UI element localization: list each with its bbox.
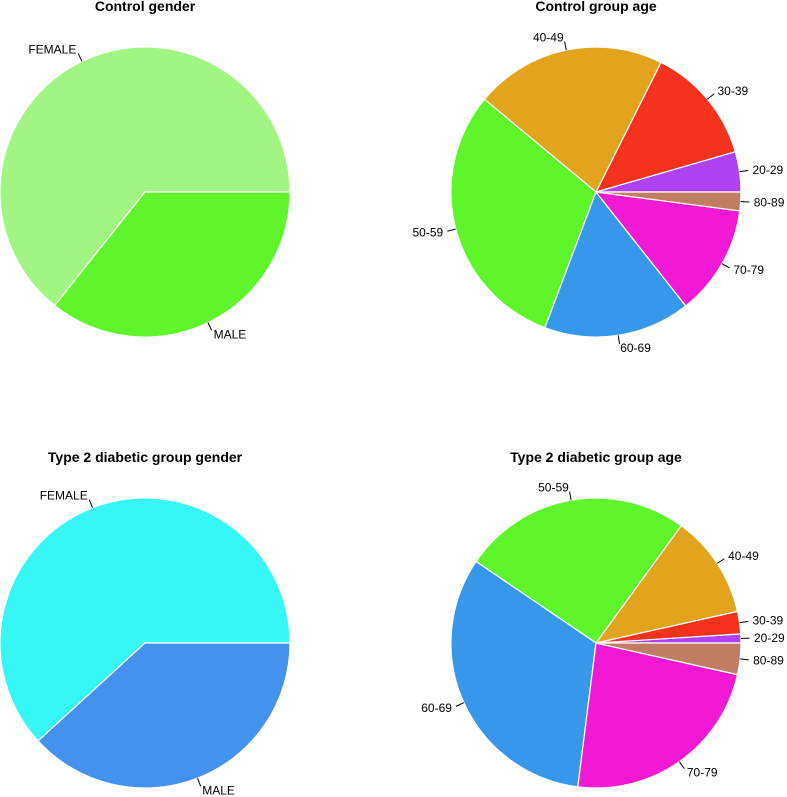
pie-slice-50-59: [450, 98, 597, 329]
panel-diabetic-gender: Type 2 diabetic group gender FEMALE MALE: [0, 449, 291, 797]
pie-slice-female: [0, 497, 291, 742]
chart-title-diabetic-gender: Type 2 diabetic group gender: [48, 449, 243, 465]
slice-label-50-59: 50-59: [412, 225, 443, 239]
label-tick-30-39: [707, 93, 715, 100]
label-tick-40-49: [716, 558, 725, 564]
pie-diabetic-gender: FEMALE MALE: [0, 489, 291, 797]
pie-diabetic-age: 20-29 30-39 40-49 50-59 60-69 70-79 80-89: [421, 480, 785, 789]
slice-label-50-59: 50-59: [538, 480, 569, 494]
chart-title-diabetic-age: Type 2 diabetic group age: [510, 449, 682, 465]
slice-label-60-69: 60-69: [620, 341, 651, 355]
label-tick-40-49: [564, 41, 567, 51]
slice-label-female: FEMALE: [40, 489, 88, 503]
slice-label-70-79: 70-79: [687, 765, 718, 779]
pie-slice-male: [37, 642, 291, 789]
slice-label-30-39: 30-39: [718, 84, 749, 98]
label-tick-60-69: [455, 702, 465, 707]
panel-diabetic-age: Type 2 diabetic group age 20-29 30-39 40-4…: [421, 449, 785, 789]
pie-slice-60-69: [544, 191, 687, 338]
label-tick-male: [207, 322, 213, 331]
slice-label-30-39: 30-39: [752, 614, 783, 628]
label-tick-60-69: [617, 335, 621, 344]
label-tick-20-29: [739, 169, 749, 173]
pie-slice-male: [54, 191, 291, 338]
label-tick-50-59: [569, 491, 572, 501]
slice-label-40-49: 40-49: [533, 30, 564, 44]
slice-label-70-79: 70-79: [733, 263, 764, 277]
chart-title-control-gender: Control gender: [95, 0, 196, 14]
label-tick-female: [88, 499, 93, 509]
label-tick-70-79: [678, 761, 685, 770]
slice-label-20-29: 20-29: [754, 631, 785, 645]
label-tick-50-59: [447, 228, 456, 232]
pie-control-gender: FEMALE MALE: [0, 43, 291, 341]
slice-label-female: FEMALE: [28, 43, 76, 57]
slice-label-40-49: 40-49: [728, 549, 759, 563]
label-tick-female: [77, 53, 83, 62]
label-tick-male: [197, 777, 202, 787]
label-tick-70-79: [721, 263, 730, 269]
label-tick-80-89: [740, 200, 750, 203]
label-tick-80-89: [740, 658, 749, 661]
chart-title-control-age: Control group age: [535, 0, 657, 14]
pie-slice-50-59: [475, 497, 682, 644]
pie-slice-30-39: [595, 61, 736, 193]
pie-control-age: 20-29 30-39 40-49 50-59 60-69 70-79 80-89: [412, 30, 784, 355]
slice-label-80-89: 80-89: [753, 653, 784, 667]
label-tick-30-39: [739, 620, 749, 624]
pie-slice-40-49: [595, 525, 739, 644]
slice-label-20-29: 20-29: [752, 163, 783, 177]
pie-slice-female: [0, 46, 291, 307]
panel-control-age: Control group age 20-29 30-39 40-49 50-59 60…: [412, 0, 784, 355]
slice-label-male: MALE: [214, 327, 247, 341]
slice-label-80-89: 80-89: [754, 195, 785, 209]
panel-control-gender: Control gender FEMALE MALE: [0, 0, 291, 341]
slice-label-60-69: 60-69: [421, 701, 452, 715]
slice-label-male: MALE: [202, 783, 235, 797]
